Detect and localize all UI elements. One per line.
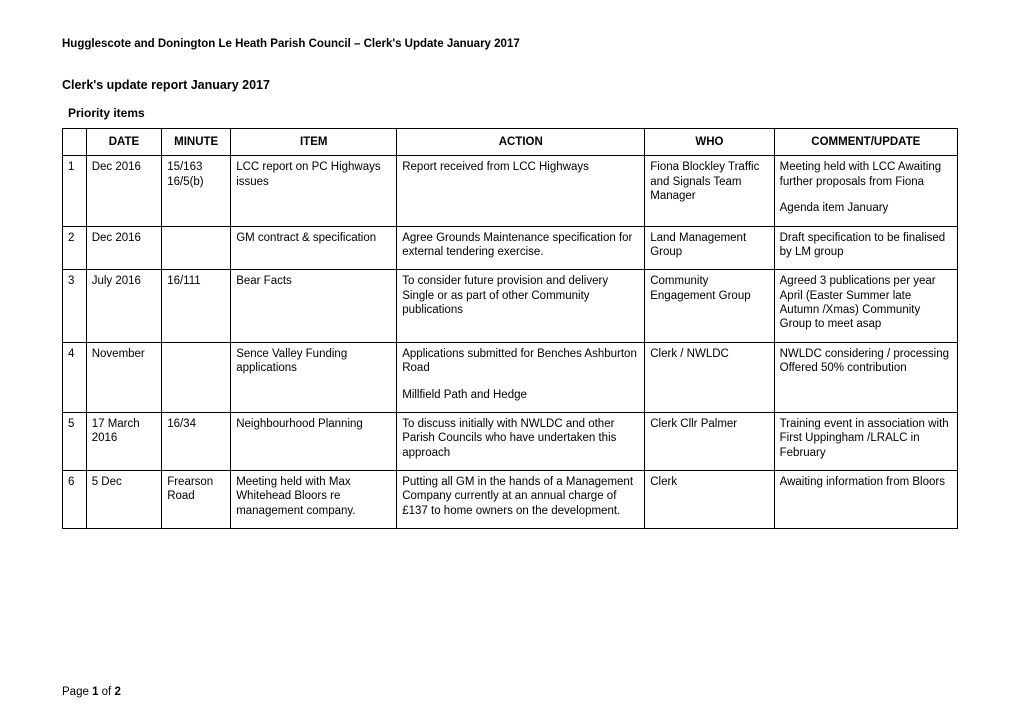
cell-num: 5 bbox=[63, 412, 87, 470]
table-row: 1 Dec 2016 15/163 16/5(b) LCC report on … bbox=[63, 156, 958, 226]
cell-minute bbox=[162, 342, 231, 412]
cell-action: Applications submitted for Benches Ashbu… bbox=[397, 342, 645, 412]
footer-of: of bbox=[98, 686, 114, 698]
cell-date: Dec 2016 bbox=[86, 226, 161, 270]
cell-comment-p2: Agenda item January bbox=[780, 202, 889, 214]
table-row: 3 July 2016 16/111 Bear Facts To conside… bbox=[63, 270, 958, 343]
col-header-who: WHO bbox=[645, 129, 774, 156]
footer-total-pages: 2 bbox=[114, 686, 120, 698]
priority-items-table: DATE MINUTE ITEM ACTION WHO COMMENT/UPDA… bbox=[62, 128, 958, 529]
cell-action-p1: Applications submitted for Benches Ashbu… bbox=[402, 348, 637, 374]
cell-action: To discuss initially with NWLDC and othe… bbox=[397, 412, 645, 470]
cell-item: LCC report on PC Highways issues bbox=[231, 156, 397, 226]
cell-item: Neighbourhood Planning bbox=[231, 412, 397, 470]
section-subheading: Priority items bbox=[62, 106, 958, 120]
cell-comment-p1: Meeting held with LCC Awaiting further p… bbox=[780, 161, 942, 187]
cell-minute: 15/163 16/5(b) bbox=[162, 156, 231, 226]
cell-action: Putting all GM in the hands of a Managem… bbox=[397, 471, 645, 529]
col-header-comment: COMMENT/UPDATE bbox=[774, 129, 957, 156]
cell-num: 2 bbox=[63, 226, 87, 270]
table-row: 6 5 Dec Frearson Road Meeting held with … bbox=[63, 471, 958, 529]
cell-who: Clerk / NWLDC bbox=[645, 342, 774, 412]
document-page: Hugglescote and Donington Le Heath Paris… bbox=[0, 0, 1020, 720]
cell-num: 1 bbox=[63, 156, 87, 226]
col-header-num bbox=[63, 129, 87, 156]
cell-action-p2: Millfield Path and Hedge bbox=[402, 389, 527, 401]
cell-date: November bbox=[86, 342, 161, 412]
cell-date: 17 March 2016 bbox=[86, 412, 161, 470]
cell-comment: Draft specification to be finalised by L… bbox=[774, 226, 957, 270]
cell-comment: Training event in association with First… bbox=[774, 412, 957, 470]
cell-item: GM contract & specification bbox=[231, 226, 397, 270]
cell-num: 6 bbox=[63, 471, 87, 529]
cell-action: Report received from LCC Highways bbox=[397, 156, 645, 226]
report-title: Clerk's update report January 2017 bbox=[62, 78, 958, 92]
footer-prefix: Page bbox=[62, 686, 92, 698]
cell-comment: Awaiting information from Bloors bbox=[774, 471, 957, 529]
cell-minute bbox=[162, 226, 231, 270]
cell-num: 3 bbox=[63, 270, 87, 343]
cell-who: Clerk Cllr Palmer bbox=[645, 412, 774, 470]
cell-action: To consider future provision and deliver… bbox=[397, 270, 645, 343]
cell-comment: NWLDC considering / processingOffered 50… bbox=[774, 342, 957, 412]
table-row: 5 17 March 2016 16/34 Neighbourhood Plan… bbox=[63, 412, 958, 470]
cell-date: 5 Dec bbox=[86, 471, 161, 529]
cell-minute: 16/111 bbox=[162, 270, 231, 343]
table-body: 1 Dec 2016 15/163 16/5(b) LCC report on … bbox=[63, 156, 958, 529]
col-header-date: DATE bbox=[86, 129, 161, 156]
cell-date: Dec 2016 bbox=[86, 156, 161, 226]
cell-comment: Meeting held with LCC Awaiting further p… bbox=[774, 156, 957, 226]
cell-who: Community Engagement Group bbox=[645, 270, 774, 343]
cell-who: Land Management Group bbox=[645, 226, 774, 270]
table-header-row: DATE MINUTE ITEM ACTION WHO COMMENT/UPDA… bbox=[63, 129, 958, 156]
cell-item: Meeting held with Max Whitehead Bloors r… bbox=[231, 471, 397, 529]
cell-action: Agree Grounds Maintenance specification … bbox=[397, 226, 645, 270]
table-row: 2 Dec 2016 GM contract & specification A… bbox=[63, 226, 958, 270]
cell-who: Fiona Blockley Traffic and Signals Team … bbox=[645, 156, 774, 226]
col-header-minute: MINUTE bbox=[162, 129, 231, 156]
page-footer: Page 1 of 2 bbox=[62, 686, 121, 698]
cell-who: Clerk bbox=[645, 471, 774, 529]
cell-minute: Frearson Road bbox=[162, 471, 231, 529]
page-header: Hugglescote and Donington Le Heath Paris… bbox=[62, 38, 958, 50]
cell-comment: Agreed 3 publications per year April (Ea… bbox=[774, 270, 957, 343]
col-header-item: ITEM bbox=[231, 129, 397, 156]
blank-line bbox=[780, 189, 952, 201]
blank-line bbox=[402, 376, 639, 388]
cell-minute: 16/34 bbox=[162, 412, 231, 470]
col-header-action: ACTION bbox=[397, 129, 645, 156]
cell-date: July 2016 bbox=[86, 270, 161, 343]
cell-item: Sence Valley Funding applications bbox=[231, 342, 397, 412]
cell-num: 4 bbox=[63, 342, 87, 412]
table-row: 4 November Sence Valley Funding applicat… bbox=[63, 342, 958, 412]
cell-item: Bear Facts bbox=[231, 270, 397, 343]
